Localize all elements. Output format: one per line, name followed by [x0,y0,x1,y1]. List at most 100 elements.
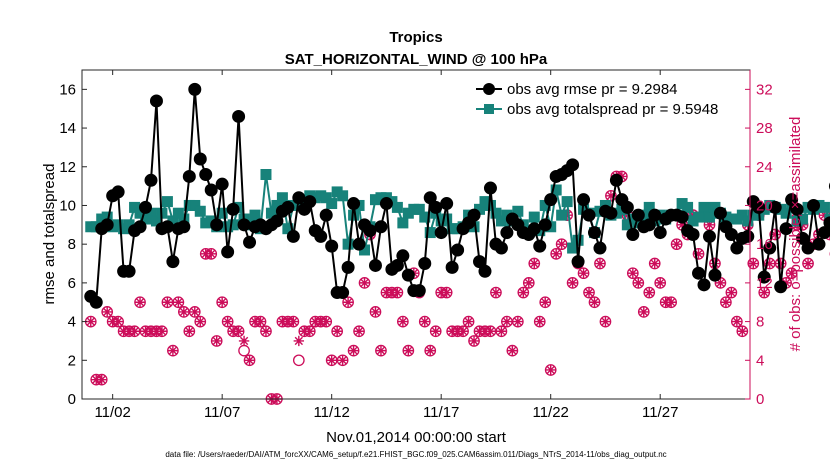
y-tick-label: 2 [68,352,76,369]
rmse-point [730,241,744,255]
rmse-point [396,249,410,263]
rmse-point [270,214,284,228]
spread-point [260,169,272,181]
rmse-point [445,260,459,274]
legend-spread-marker [484,104,494,114]
rmse-point [631,208,645,222]
rmse-point [790,202,804,216]
rmse-point [807,198,821,212]
spread-point [161,196,173,208]
rmse-point [336,286,350,300]
obs-assimilated-point [638,306,649,318]
rmse-point [609,173,623,187]
obs-assimilated-point [244,355,255,366]
rmse-point [604,206,618,220]
obs-assimilated-point [731,316,743,327]
obs-assimilated-point [101,306,113,318]
rmse-point [89,295,103,309]
rmse-point [160,220,174,234]
rmse-point [483,181,497,195]
rmse-point [500,226,514,240]
rmse-point [768,200,782,214]
rmse-point [724,228,738,241]
x-axis-label: Nov.01,2014 00:00:00 start [326,429,507,446]
obs-assimilated-point [222,316,233,327]
obs-assimilated-point [507,345,518,356]
rmse-point [111,185,125,199]
obs-assimilated-point [96,374,107,385]
obs-assimilated-point [764,258,775,269]
rmse-point [620,200,634,214]
obs-assimilated-point [704,219,715,231]
rmse-point [473,255,487,269]
rmse-point [434,226,448,240]
rmse-point [817,226,830,240]
rmse-point [133,220,147,234]
y-tick-label: 0 [68,391,76,408]
spread-point [698,201,710,213]
x-tick-label: 11/17 [423,404,459,421]
chart-subtitle: SAT_HORIZONTAL_WIND @ 100 hPa [285,51,548,68]
rmse-point [368,258,382,272]
spread-point [703,211,715,223]
y-tick-label: 14 [59,120,76,137]
obs-assimilated-point [184,326,195,337]
obs-assimilated-point [578,268,589,279]
rmse-point [478,264,492,278]
spread-point [561,196,573,208]
obs-assimilated-point [676,219,688,231]
obs-possible-point [238,344,250,357]
rmse-point [281,200,295,214]
legend-box [470,76,742,122]
x-tick-label: 11/22 [532,404,568,421]
rmse-point [341,260,355,274]
obs-assimilated-point [529,258,540,269]
spread-point [227,219,239,231]
rmse-point [697,278,711,292]
rmse-point [221,245,235,259]
spread-point [419,211,431,223]
rmse-point [763,241,777,255]
obs-assimilated-point [255,316,266,327]
rmse-point [451,243,465,257]
spread-point [572,234,584,246]
obs-assimilated-point [206,248,217,260]
rmse-point [648,208,662,222]
spread-point [249,209,261,221]
obs-assimilated-point [775,258,786,269]
rmse-point [139,200,153,214]
obs-assimilated-point [644,287,655,298]
rmse-point [642,218,656,232]
rmse-point [100,218,114,232]
rmse-point [593,241,607,255]
obs-assimilated-point [600,316,611,327]
rmse-point [785,193,799,207]
obs-assimilated-point [627,268,639,279]
y-tick-label: 6 [68,275,76,292]
y-right-tick-label: 20 [756,197,773,214]
obs-assimilated-point [233,326,244,337]
obs-assimilated-point [605,190,617,201]
rmse-point [286,229,300,243]
y-tick-label: 12 [59,159,76,176]
chart-title: Tropics [389,29,442,46]
rmse-point [626,228,640,241]
obs-assimilated-point [112,316,124,327]
obs-assimilated-point [769,229,781,240]
obs-assimilated-point [195,316,206,327]
obs-assimilated-point [425,345,436,356]
rmse-point [752,200,766,214]
legend-rmse-marker [483,83,495,95]
rmse-point [199,168,213,182]
y-right-tick-label: 24 [756,159,773,176]
spread-point [797,213,809,225]
y-axis-label: rmse and totalspread [41,164,58,305]
obs-assimilated-point [337,355,348,366]
rmse-point [243,235,257,249]
obs-assimilated-point [594,258,606,269]
y-right-tick-label: 0 [756,391,764,408]
obs-assimilated-point [583,287,595,298]
rmse-point [363,224,377,238]
obs-assimilated-point [375,345,387,356]
